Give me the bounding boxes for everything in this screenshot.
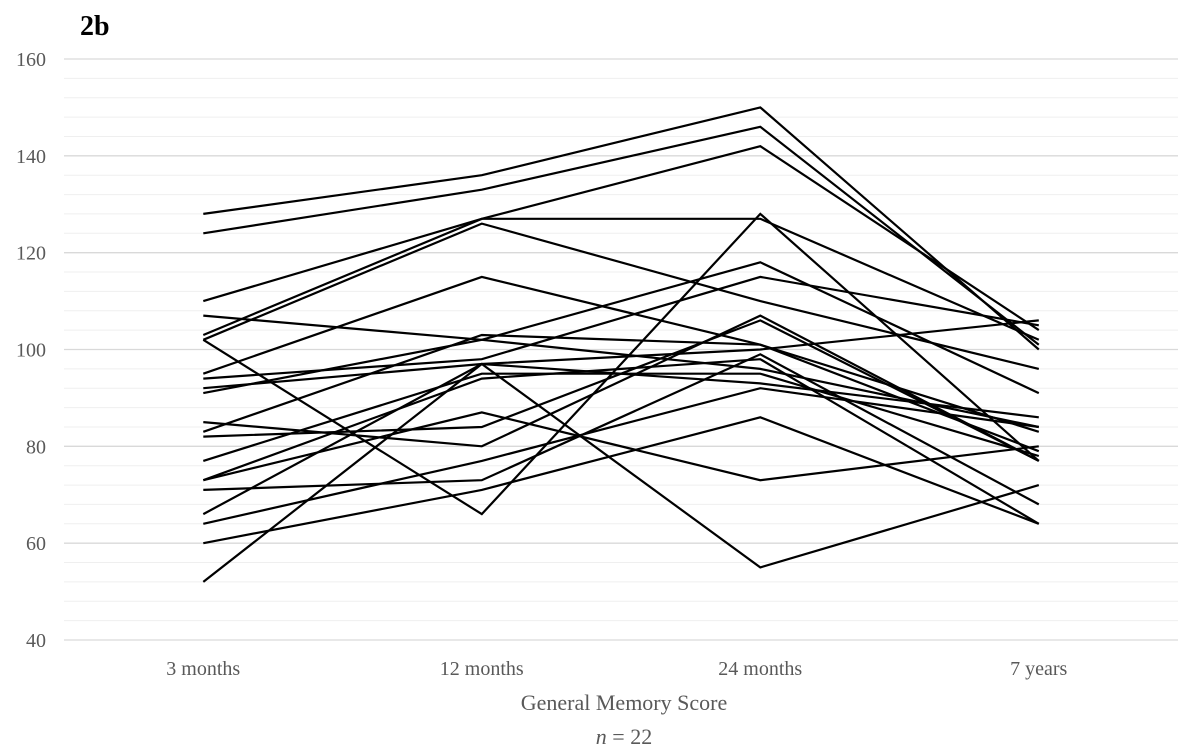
series-line-2	[203, 125, 1040, 346]
y-tick-label: 60	[26, 533, 46, 555]
x-tick-label: 3 months	[166, 658, 240, 680]
x-tick-label: 24 months	[718, 658, 802, 680]
x-tick-label: 7 years	[1010, 658, 1067, 680]
y-tick-label: 140	[16, 146, 46, 168]
series-lines	[202, 106, 1040, 583]
y-tick-label: 100	[16, 340, 46, 362]
series-line-4	[202, 217, 1040, 341]
x-axis-subtitle: n = 22	[596, 724, 652, 749]
x-axis-subtitle-var: n	[596, 724, 607, 749]
x-axis-title: General Memory Score	[521, 690, 727, 715]
y-tick-label: 160	[16, 49, 46, 71]
chart-panel-label: 2b	[80, 11, 110, 42]
series-line-19	[202, 362, 1039, 516]
series-line-13	[202, 333, 1040, 453]
series-line-9	[202, 212, 1040, 516]
series-line-17	[203, 411, 1039, 482]
series-line-20	[203, 387, 1039, 525]
series-line-18	[203, 353, 1040, 506]
x-tick-label: 12 months	[440, 658, 524, 680]
y-tick-label: 40	[26, 630, 46, 652]
x-axis-subtitle-rest: = 22	[607, 724, 652, 749]
series-line-3	[202, 145, 1040, 332]
y-tick-label: 80	[26, 436, 46, 458]
series-line-11	[203, 319, 1039, 390]
x-axis-ticks: 3 months 12 months 24 months 7 years	[166, 658, 1067, 680]
y-axis-ticks: 40 60 80 100 120 140 160	[16, 49, 46, 652]
series-line-22	[202, 362, 1040, 583]
series-line-14	[203, 319, 1040, 462]
series-line-21	[203, 416, 1040, 545]
series-line-10	[203, 275, 1039, 380]
y-tick-label: 120	[16, 243, 46, 265]
series-line-7	[203, 261, 1040, 395]
major-gridlines	[64, 58, 1178, 641]
series-line-12	[203, 314, 1040, 462]
series-line-1	[203, 106, 1040, 351]
series-line-16	[202, 358, 1040, 525]
